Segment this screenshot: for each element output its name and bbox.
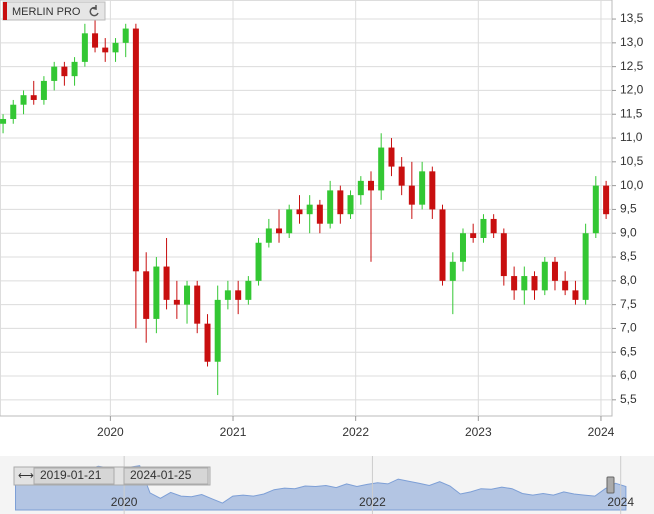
range-start-box: [33, 467, 115, 485]
range-end: 2024-01-25: [130, 468, 192, 482]
candle-body: [214, 299, 221, 362]
candle-body: [173, 299, 180, 305]
candle-body: [500, 233, 507, 277]
navigator-tick-label: 2020: [111, 495, 138, 509]
candle-body: [603, 185, 610, 215]
candle-body: [286, 209, 293, 234]
x-tick-label: 2023: [465, 425, 492, 439]
candle-body: [245, 280, 252, 300]
y-tick-label: 12,0: [620, 83, 644, 97]
candle-body: [20, 95, 27, 105]
candle-body: [276, 228, 283, 234]
candle-body: [30, 95, 37, 100]
candle-body: [541, 261, 548, 291]
candle-body: [347, 195, 354, 215]
y-tick-label: 12,5: [620, 59, 644, 73]
candle-body: [378, 147, 385, 191]
candle-body: [112, 42, 119, 53]
candle-body: [143, 271, 150, 319]
candle-body: [398, 166, 405, 186]
title-box[interactable]: MERLIN PRO: [2, 1, 106, 21]
y-tick-label: 7,5: [620, 297, 637, 311]
candle-body: [184, 285, 191, 305]
candle-body: [81, 33, 88, 62]
y-tick-label: 13,0: [620, 35, 644, 49]
candle-body: [459, 233, 466, 262]
candle-body: [122, 28, 129, 43]
navigator-handle[interactable]: [606, 476, 615, 494]
candle-body: [327, 190, 334, 224]
y-tick-label: 7,0: [620, 321, 637, 335]
title-marker: [3, 2, 7, 20]
candle-body: [357, 180, 364, 196]
y-tick-label: 10,5: [620, 154, 644, 168]
plot-area: [0, 0, 613, 417]
y-tick-label: 6,0: [620, 368, 637, 382]
candle-body: [163, 266, 170, 300]
candle-body: [449, 261, 456, 281]
y-tick-label: 11,0: [620, 130, 643, 144]
candle-body: [572, 290, 579, 300]
y-tick-label: 8,5: [620, 249, 637, 263]
candle-body: [92, 33, 99, 48]
x-tick-label: 2024: [588, 425, 615, 439]
candle-body: [551, 261, 558, 281]
candle-body: [153, 266, 160, 319]
range-start: 2019-01-21: [40, 468, 102, 482]
y-tick-label: 10,0: [620, 178, 644, 192]
candle-body: [592, 185, 599, 234]
y-tick-label: 9,5: [620, 202, 637, 216]
candle-body: [61, 66, 68, 77]
refresh-icon[interactable]: [89, 5, 99, 17]
x-tick-label: 2021: [220, 425, 247, 439]
candle-body: [419, 171, 426, 205]
candle-body: [511, 276, 518, 291]
range-end-box: [123, 467, 209, 485]
x-tick-label: 2022: [342, 425, 369, 439]
candle-body: [102, 47, 109, 53]
candle-body: [296, 209, 303, 215]
y-tick-label: 8,0: [620, 273, 637, 287]
y-tick-label: 6,5: [620, 344, 637, 358]
x-tick-label: 2020: [97, 425, 124, 439]
candle-body: [194, 285, 201, 324]
candle-body: [224, 290, 231, 300]
candle-body: [429, 171, 436, 210]
range-arrow: ⟷: [18, 470, 34, 482]
y-tick-label: 9,0: [620, 225, 637, 239]
candle-body: [204, 323, 211, 362]
candle-body: [480, 218, 487, 238]
candle-body: [255, 242, 262, 281]
candle-body: [71, 61, 78, 77]
candle-body: [10, 104, 17, 119]
candle-body: [562, 280, 569, 291]
candle-body: [582, 233, 589, 300]
candle-body: [306, 204, 313, 215]
candle-body: [531, 276, 538, 291]
candle-body: [470, 233, 477, 238]
candle-body: [368, 180, 375, 191]
navigator-tick-label: 2024: [607, 495, 634, 509]
candle-body: [439, 209, 446, 281]
candle-body: [265, 228, 272, 243]
candle-body: [388, 147, 395, 167]
candle-body: [51, 66, 58, 81]
candle-body: [235, 290, 242, 300]
candle-body: [490, 218, 497, 234]
candle-body: [132, 28, 139, 272]
y-tick-label: 11,5: [620, 106, 643, 120]
candle-body: [40, 80, 47, 100]
candle-body: [521, 276, 528, 291]
candle-body: [408, 185, 415, 205]
candle-body: [337, 190, 344, 215]
candle-body: [0, 118, 7, 124]
y-tick-label: 13,5: [620, 11, 644, 25]
candle-body: [316, 204, 323, 224]
navigator-tick-label: 2022: [359, 495, 386, 509]
y-tick-label: 5,5: [620, 392, 637, 406]
chart-title: MERLIN PRO: [12, 6, 81, 18]
